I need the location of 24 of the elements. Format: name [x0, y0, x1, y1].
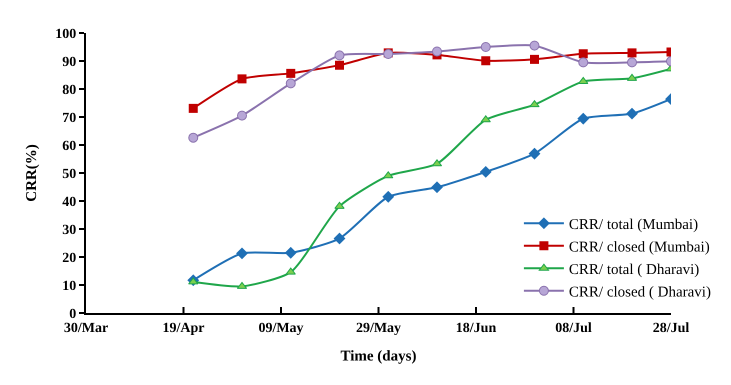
y-tick-label: 50	[62, 166, 76, 182]
y-tick-label: 0	[69, 306, 76, 322]
y-tick-label: 70	[62, 110, 76, 126]
x-tick-label: 09/May	[258, 320, 304, 336]
x-tick-label: 08/Jul	[555, 320, 592, 336]
x-tick-label: 18/Jun	[456, 320, 496, 336]
y-tick-label: 10	[62, 278, 76, 294]
x-axis-title: Time (days)	[340, 348, 416, 364]
y-tick-label: 80	[62, 82, 76, 98]
y-tick-label: 60	[62, 138, 76, 154]
legend-label: CRR/ closed (Mumbai)	[568, 240, 710, 256]
x-tick-label: 30/Mar	[64, 320, 108, 336]
x-tick-label: 29/May	[356, 320, 402, 336]
y-tick-label: 90	[62, 54, 76, 70]
legend-label: CRR/ total (Mumbai)	[568, 217, 698, 234]
x-tick-label: 19/Apr	[162, 320, 204, 336]
y-axis-title: CRR(%)	[24, 144, 40, 202]
y-tick-label: 40	[62, 194, 76, 210]
legend-label: CRR/ total ( Dharavi)	[568, 262, 700, 278]
y-tick-label: 30	[62, 222, 76, 238]
y-tick-label: 20	[62, 250, 76, 266]
x-tick-label: 28/Jul	[652, 320, 690, 336]
y-tick-label: 100	[55, 26, 76, 42]
legend-label: CRR/ closed ( Dharavi)	[568, 284, 711, 301]
